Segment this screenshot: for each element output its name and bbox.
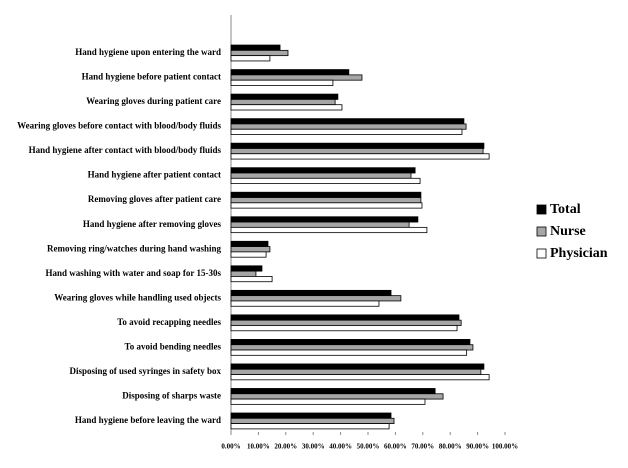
category-label: To avoid bending needles bbox=[125, 341, 222, 351]
legend-swatch bbox=[536, 204, 547, 215]
bar bbox=[230, 177, 421, 185]
bar bbox=[230, 128, 463, 135]
bar bbox=[230, 49, 289, 57]
category-label: Hand hygiene after patient contact bbox=[88, 170, 221, 180]
bar bbox=[230, 118, 465, 125]
category-label: Removing gloves after patient care bbox=[88, 194, 221, 204]
bar bbox=[230, 99, 336, 106]
x-tick-label: 20.00% bbox=[274, 443, 297, 451]
category-label: Removing ring/watches during hand washin… bbox=[47, 243, 222, 253]
bar bbox=[230, 197, 422, 204]
legend-swatch bbox=[536, 248, 547, 259]
category-label: To avoid recapping needles bbox=[117, 317, 221, 327]
x-tick-label: 70.00% bbox=[411, 443, 434, 451]
bar bbox=[230, 172, 412, 179]
x-tick-label: 40.00% bbox=[329, 443, 352, 451]
bar bbox=[230, 265, 263, 272]
bar bbox=[230, 363, 485, 370]
category-label: Hand hygiene before patient contact bbox=[82, 72, 221, 82]
bar bbox=[230, 412, 392, 419]
bar bbox=[230, 93, 339, 100]
bar bbox=[230, 339, 471, 346]
legend-label: Physician bbox=[550, 246, 608, 261]
category-label: Wearing gloves while handling used objec… bbox=[54, 292, 221, 302]
bar bbox=[230, 148, 484, 155]
legend-swatch bbox=[536, 226, 547, 237]
bar bbox=[230, 325, 458, 332]
bar bbox=[230, 368, 482, 375]
bar bbox=[230, 319, 462, 326]
legend-label: Nurse bbox=[550, 224, 586, 239]
bar bbox=[230, 123, 467, 130]
bar bbox=[230, 289, 392, 297]
category-label: Hand hygiene after removing gloves bbox=[83, 219, 222, 229]
category-label: Wearing gloves before contact with blood… bbox=[17, 121, 221, 131]
bar bbox=[230, 295, 402, 302]
category-label: Disposing of used syringes in safety box bbox=[69, 366, 221, 376]
bar bbox=[230, 251, 267, 258]
category-label: Hand hygiene upon entering the ward bbox=[75, 47, 221, 57]
x-tick-label: 0.00% bbox=[221, 443, 240, 451]
bar bbox=[230, 417, 395, 424]
x-tick-label: 10.00% bbox=[247, 443, 270, 451]
bar bbox=[230, 344, 474, 351]
bar bbox=[230, 142, 485, 149]
x-tick-label: 60.00% bbox=[384, 443, 407, 451]
bar bbox=[230, 240, 269, 247]
bar bbox=[230, 349, 468, 356]
category-label: Wearing gloves during patient care bbox=[86, 96, 221, 106]
category-label: Hand washing with water and soap for 15-… bbox=[46, 268, 222, 278]
bar bbox=[230, 104, 343, 111]
bar bbox=[230, 226, 428, 234]
bar bbox=[230, 55, 271, 62]
x-tick-label: 100.00% bbox=[492, 443, 518, 451]
bar bbox=[230, 393, 444, 400]
bar bbox=[230, 167, 416, 174]
x-tick-label: 90.00% bbox=[466, 443, 489, 451]
legend-label: Total bbox=[550, 202, 581, 217]
bar bbox=[230, 246, 271, 253]
x-tick-label: 30.00% bbox=[302, 443, 325, 451]
bar bbox=[230, 191, 422, 198]
category-label: Disposing of sharps waste bbox=[122, 390, 221, 400]
bar bbox=[230, 44, 281, 51]
bar bbox=[230, 270, 257, 277]
x-tick-label: 80.00% bbox=[439, 443, 462, 451]
x-tick-label: 50.00% bbox=[357, 443, 380, 451]
bar bbox=[230, 423, 390, 430]
bar bbox=[230, 398, 426, 405]
bar bbox=[230, 221, 410, 228]
bar bbox=[230, 216, 419, 223]
bar bbox=[230, 388, 436, 395]
category-label: Hand hygiene after contact with blood/bo… bbox=[29, 145, 222, 155]
bar bbox=[230, 276, 273, 283]
bar bbox=[230, 374, 490, 381]
category-label: Hand hygiene before leaving the ward bbox=[75, 415, 221, 425]
bar bbox=[230, 314, 460, 321]
bar bbox=[230, 79, 334, 86]
bar bbox=[230, 69, 350, 76]
bar bbox=[230, 74, 363, 81]
bar bbox=[230, 300, 380, 307]
bar bbox=[230, 202, 423, 209]
bar bbox=[230, 153, 490, 160]
